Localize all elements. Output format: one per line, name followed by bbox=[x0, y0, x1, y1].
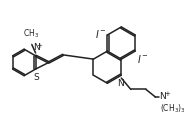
Text: (CH$_3$)$_3$: (CH$_3$)$_3$ bbox=[160, 103, 186, 115]
Text: +: + bbox=[164, 91, 170, 97]
Text: S: S bbox=[33, 73, 39, 82]
Text: N: N bbox=[159, 93, 166, 102]
Text: $I^-$: $I^-$ bbox=[137, 53, 149, 65]
Text: CH$_3$: CH$_3$ bbox=[23, 27, 39, 40]
Text: +: + bbox=[36, 43, 42, 49]
Text: $I^-$: $I^-$ bbox=[95, 28, 107, 40]
Text: N: N bbox=[117, 79, 124, 88]
Text: N: N bbox=[33, 44, 39, 52]
